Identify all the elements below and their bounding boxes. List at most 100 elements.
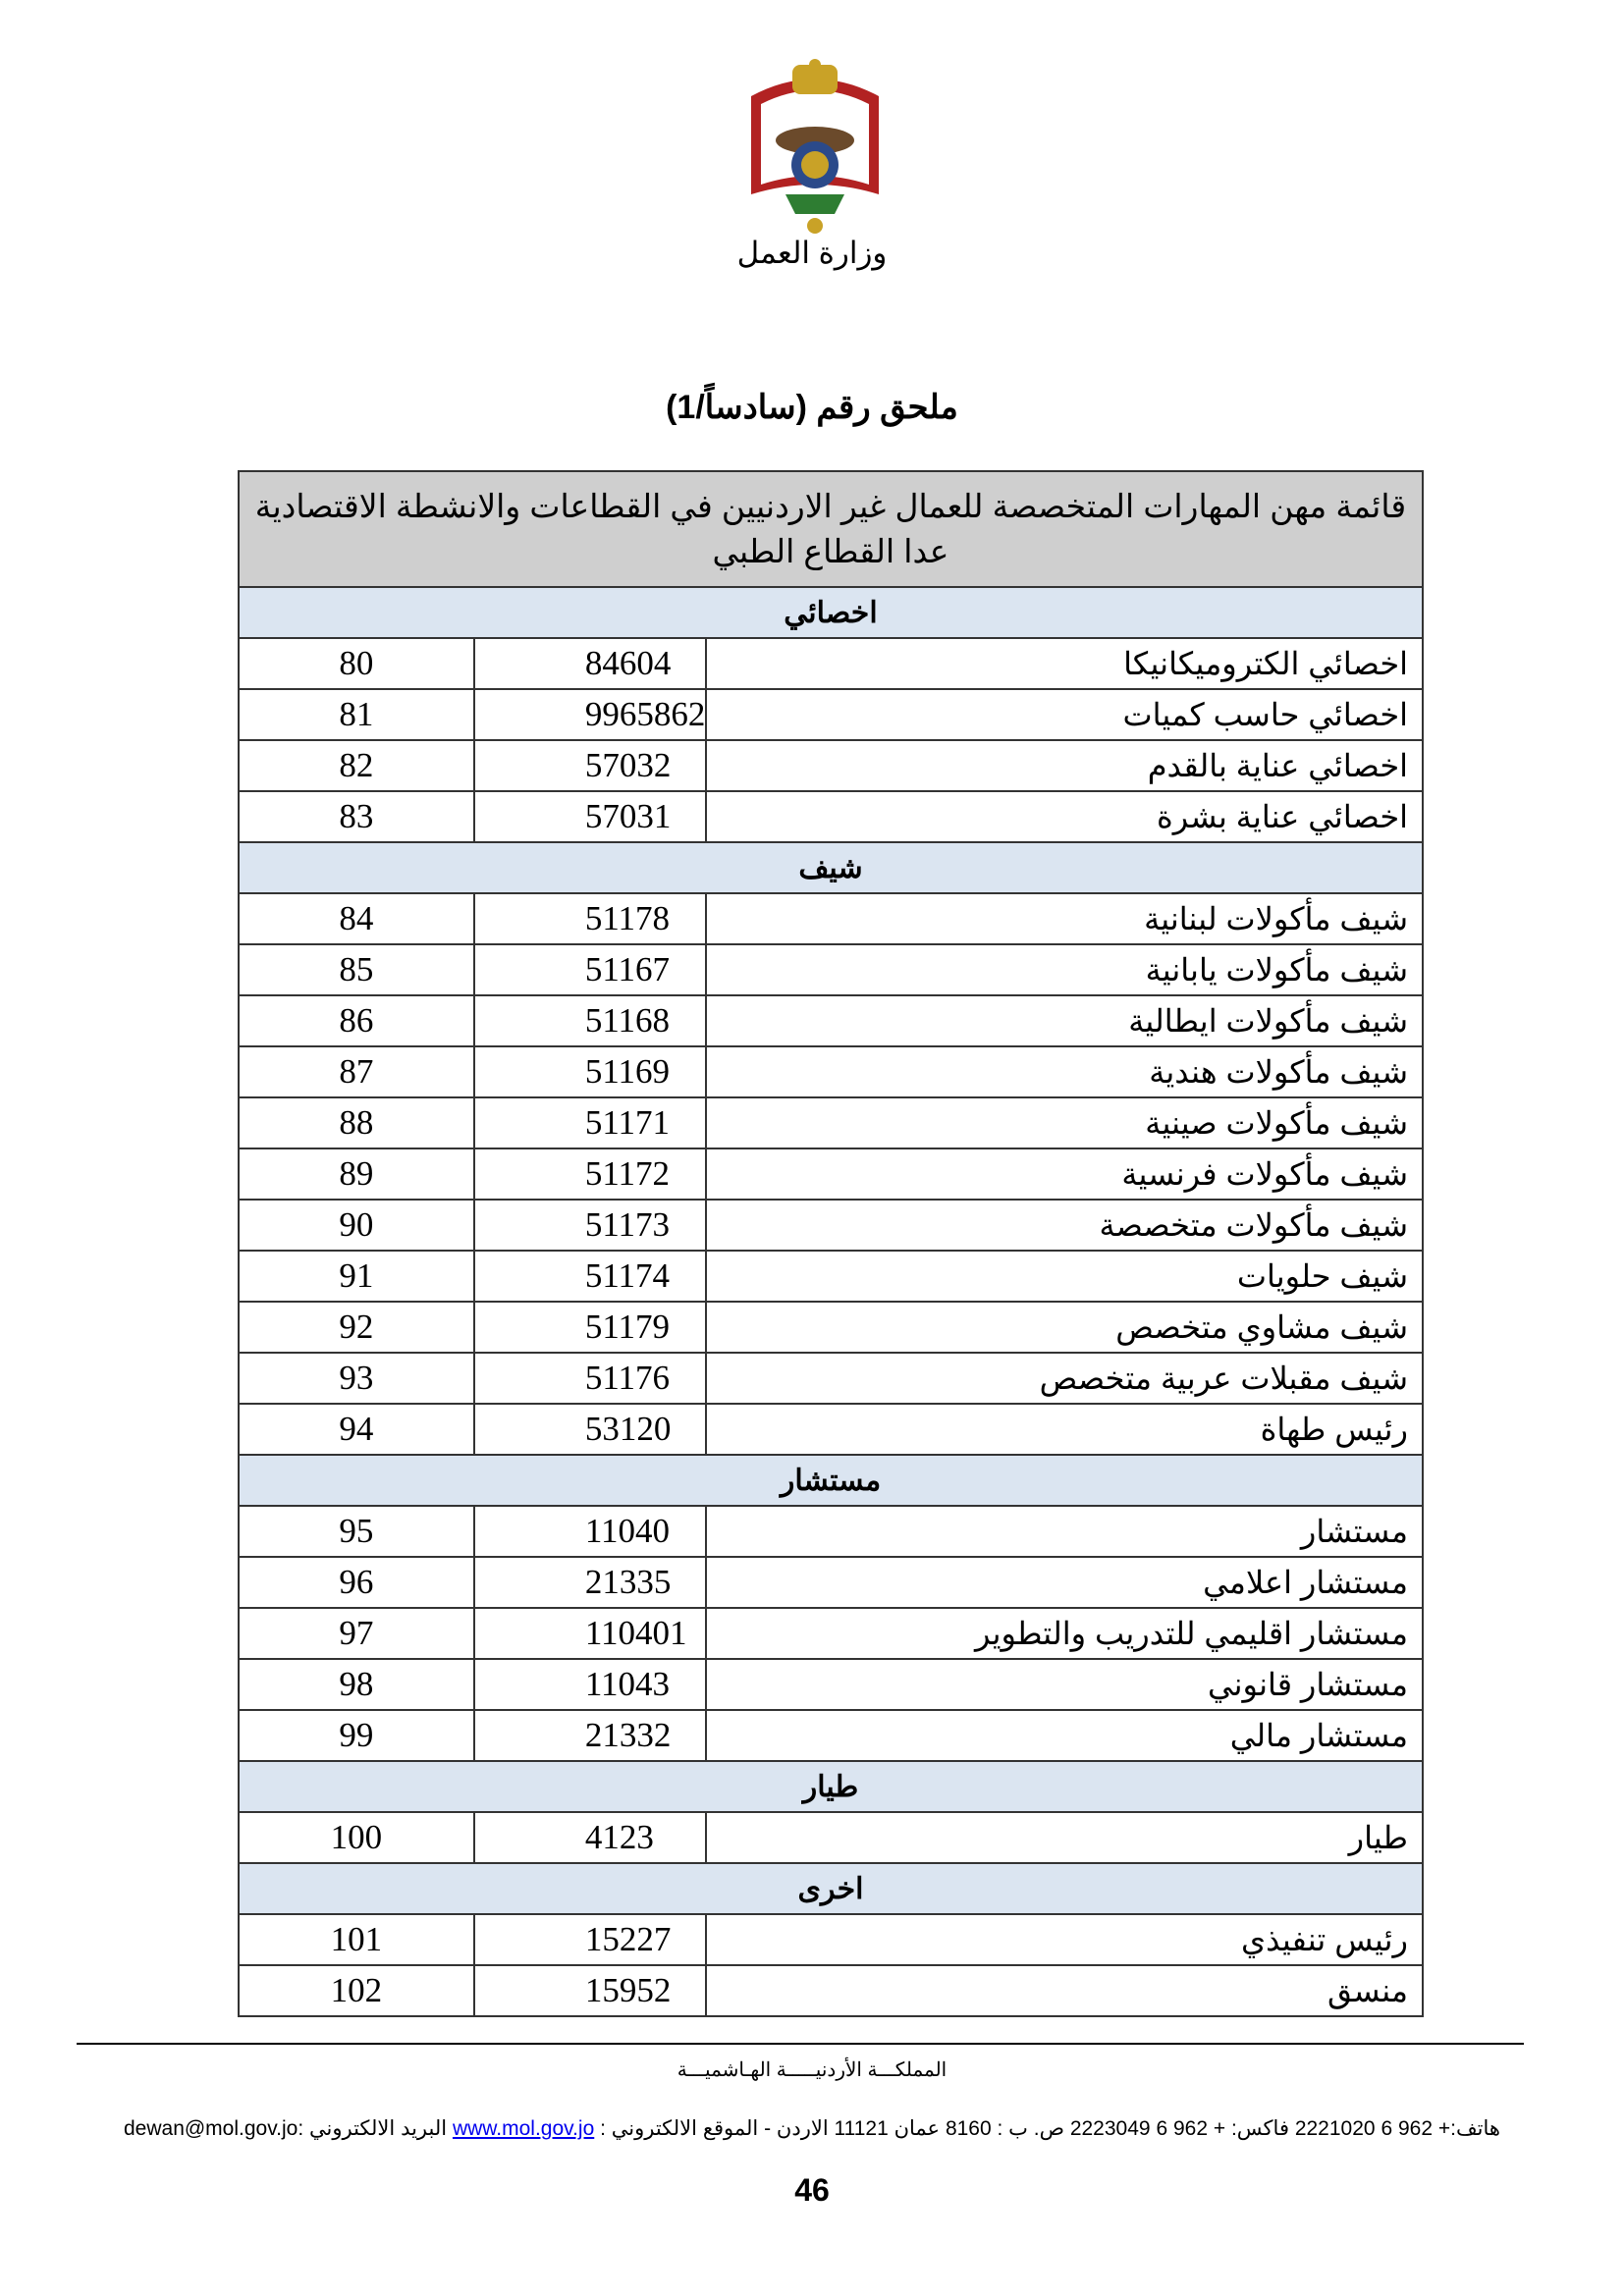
row-number: 89 <box>238 1148 475 1201</box>
table-row: اخصائي عناية بالقدم 57032 82 <box>238 739 1424 792</box>
occupation-name: مستشار قانوني <box>705 1658 1424 1711</box>
occupation-name: مستشار مالي <box>705 1709 1424 1762</box>
occupation-code: 51176 <box>472 1352 708 1405</box>
occupation-name: شيف مأكولات ايطالية <box>705 994 1424 1047</box>
occupation-name: شيف مشاوي متخصص <box>705 1301 1424 1354</box>
website-link[interactable]: www.mol.gov.jo <box>452 2117 595 2140</box>
table-row: اخصائي عناية بشرة 57031 83 <box>238 790 1424 843</box>
section-row: شيف <box>238 841 1424 894</box>
table-row: مستشار مالي 21332 99 <box>238 1709 1424 1762</box>
row-number: 87 <box>238 1045 475 1098</box>
occupation-name: شيف حلويات <box>705 1250 1424 1303</box>
occupation-name: مستشار اعلامي <box>705 1556 1424 1609</box>
footer-kingdom: المملكـــة الأردنيـــــة الهـاشميـــة <box>677 2059 947 2081</box>
occupation-code: 15952 <box>472 1964 708 2017</box>
section-row: اخرى <box>238 1862 1424 1915</box>
table-row: شيف مشاوي متخصص 51179 92 <box>238 1301 1424 1354</box>
occupation-code: 4123 <box>472 1811 708 1864</box>
table-row: طيار 4123 100 <box>238 1811 1424 1864</box>
footer-contact: هاتف:+ 962 6 2221020 فاكس: + 962 6 22230… <box>0 2116 1624 2141</box>
table-row: شيف مقبلات عربية متخصص 51176 93 <box>238 1352 1424 1405</box>
occupation-name: مستشار اقليمي للتدريب والتطوير <box>705 1607 1424 1660</box>
occupation-code: 51179 <box>472 1301 708 1354</box>
occupation-code: 21335 <box>472 1556 708 1609</box>
occupation-code: 51178 <box>472 892 708 945</box>
row-number: 102 <box>238 1964 475 2017</box>
occupation-name: شيف مأكولات صينية <box>705 1096 1424 1149</box>
table-row: شيف مأكولات فرنسية 51172 89 <box>238 1148 1424 1201</box>
page-number: 46 <box>794 2172 830 2208</box>
occupation-code: 51171 <box>472 1096 708 1149</box>
occupation-code: 51172 <box>472 1148 708 1201</box>
row-number: 99 <box>238 1709 475 1762</box>
table-row: شيف مأكولات صينية 51171 88 <box>238 1096 1424 1149</box>
section-title: شيف <box>238 841 1424 894</box>
occupation-name: اخصائي عناية بالقدم <box>705 739 1424 792</box>
occupation-name: شيف مأكولات متخصصة <box>705 1199 1424 1252</box>
occupation-name: شيف مأكولات لبنانية <box>705 892 1424 945</box>
section-row: مستشار <box>238 1454 1424 1507</box>
row-number: 93 <box>238 1352 475 1405</box>
occupation-name: منسق <box>705 1964 1424 2017</box>
row-number: 88 <box>238 1096 475 1149</box>
row-number: 82 <box>238 739 475 792</box>
table-row: منسق 15952 102 <box>238 1964 1424 2017</box>
row-number: 86 <box>238 994 475 1047</box>
table-row: شيف مأكولات متخصصة 51173 90 <box>238 1199 1424 1252</box>
table-row: اخصائي حاسب كميات 9965862 81 <box>238 688 1424 741</box>
section-title: اخصائي <box>238 586 1424 639</box>
occupation-code: 21332 <box>472 1709 708 1762</box>
table-row: شيف مأكولات لبنانية 51178 84 <box>238 892 1424 945</box>
row-number: 81 <box>238 688 475 741</box>
occupation-name: اخصائي الكتروميكانيكا <box>705 637 1424 690</box>
row-number: 90 <box>238 1199 475 1252</box>
table-row: شيف مأكولات يابانية 51167 85 <box>238 943 1424 996</box>
table-row: مستشار 11040 95 <box>238 1505 1424 1558</box>
table-row: مستشار اقليمي للتدريب والتطوير 110401 97 <box>238 1607 1424 1660</box>
occupation-code: 53120 <box>472 1403 708 1456</box>
jordan-coat-of-arms-logo <box>751 59 879 234</box>
occupation-name: شيف مأكولات يابانية <box>705 943 1424 996</box>
table-row: رئيس طهاة 53120 94 <box>238 1403 1424 1456</box>
occupation-code: 51167 <box>472 943 708 996</box>
row-number: 100 <box>238 1811 475 1864</box>
occupation-name: مستشار <box>705 1505 1424 1558</box>
table-row: رئيس تنفيذي 15227 101 <box>238 1913 1424 1966</box>
table-row: مستشار قانوني 11043 98 <box>238 1658 1424 1711</box>
table-row: مستشار اعلامي 21335 96 <box>238 1556 1424 1609</box>
row-number: 92 <box>238 1301 475 1354</box>
occupation-code: 84604 <box>472 637 708 690</box>
occupation-name: شيف مأكولات هندية <box>705 1045 1424 1098</box>
occupation-code: 11043 <box>472 1658 708 1711</box>
occupation-name: رئيس طهاة <box>705 1403 1424 1456</box>
occupation-code: 51174 <box>472 1250 708 1303</box>
occupation-code: 9965862 <box>472 688 708 741</box>
occupation-code: 51173 <box>472 1199 708 1252</box>
row-number: 83 <box>238 790 475 843</box>
occupation-name: اخصائي عناية بشرة <box>705 790 1424 843</box>
table-row: شيف مأكولات ايطالية 51168 86 <box>238 994 1424 1047</box>
occupation-code: 51169 <box>472 1045 708 1098</box>
table-row: اخصائي الكتروميكانيكا 84604 80 <box>238 637 1424 690</box>
table-row: شيف حلويات 51174 91 <box>238 1250 1424 1303</box>
occupation-code: 110401 <box>472 1607 708 1660</box>
section-title: اخرى <box>238 1862 1424 1915</box>
contact-prefix: هاتف:+ 962 6 2221020 فاكس: + 962 6 22230… <box>594 2117 1501 2140</box>
row-number: 96 <box>238 1556 475 1609</box>
section-title: مستشار <box>238 1454 1424 1507</box>
row-number: 84 <box>238 892 475 945</box>
occupations-table: قائمة مهن المهارات المتخصصة للعمال غير ا… <box>238 470 1424 2017</box>
occupation-code: 15227 <box>472 1913 708 1966</box>
section-row: طيار <box>238 1760 1424 1813</box>
table-row: شيف مأكولات هندية 51169 87 <box>238 1045 1424 1098</box>
row-number: 97 <box>238 1607 475 1660</box>
row-number: 91 <box>238 1250 475 1303</box>
footer-divider <box>77 2043 1524 2045</box>
occupation-code: 57032 <box>472 739 708 792</box>
row-number: 101 <box>238 1913 475 1966</box>
occupation-name: شيف مأكولات فرنسية <box>705 1148 1424 1201</box>
table-title: قائمة مهن المهارات المتخصصة للعمال غير ا… <box>238 470 1424 588</box>
section-row: اخصائي <box>238 586 1424 639</box>
section-title: طيار <box>238 1760 1424 1813</box>
row-number: 98 <box>238 1658 475 1711</box>
